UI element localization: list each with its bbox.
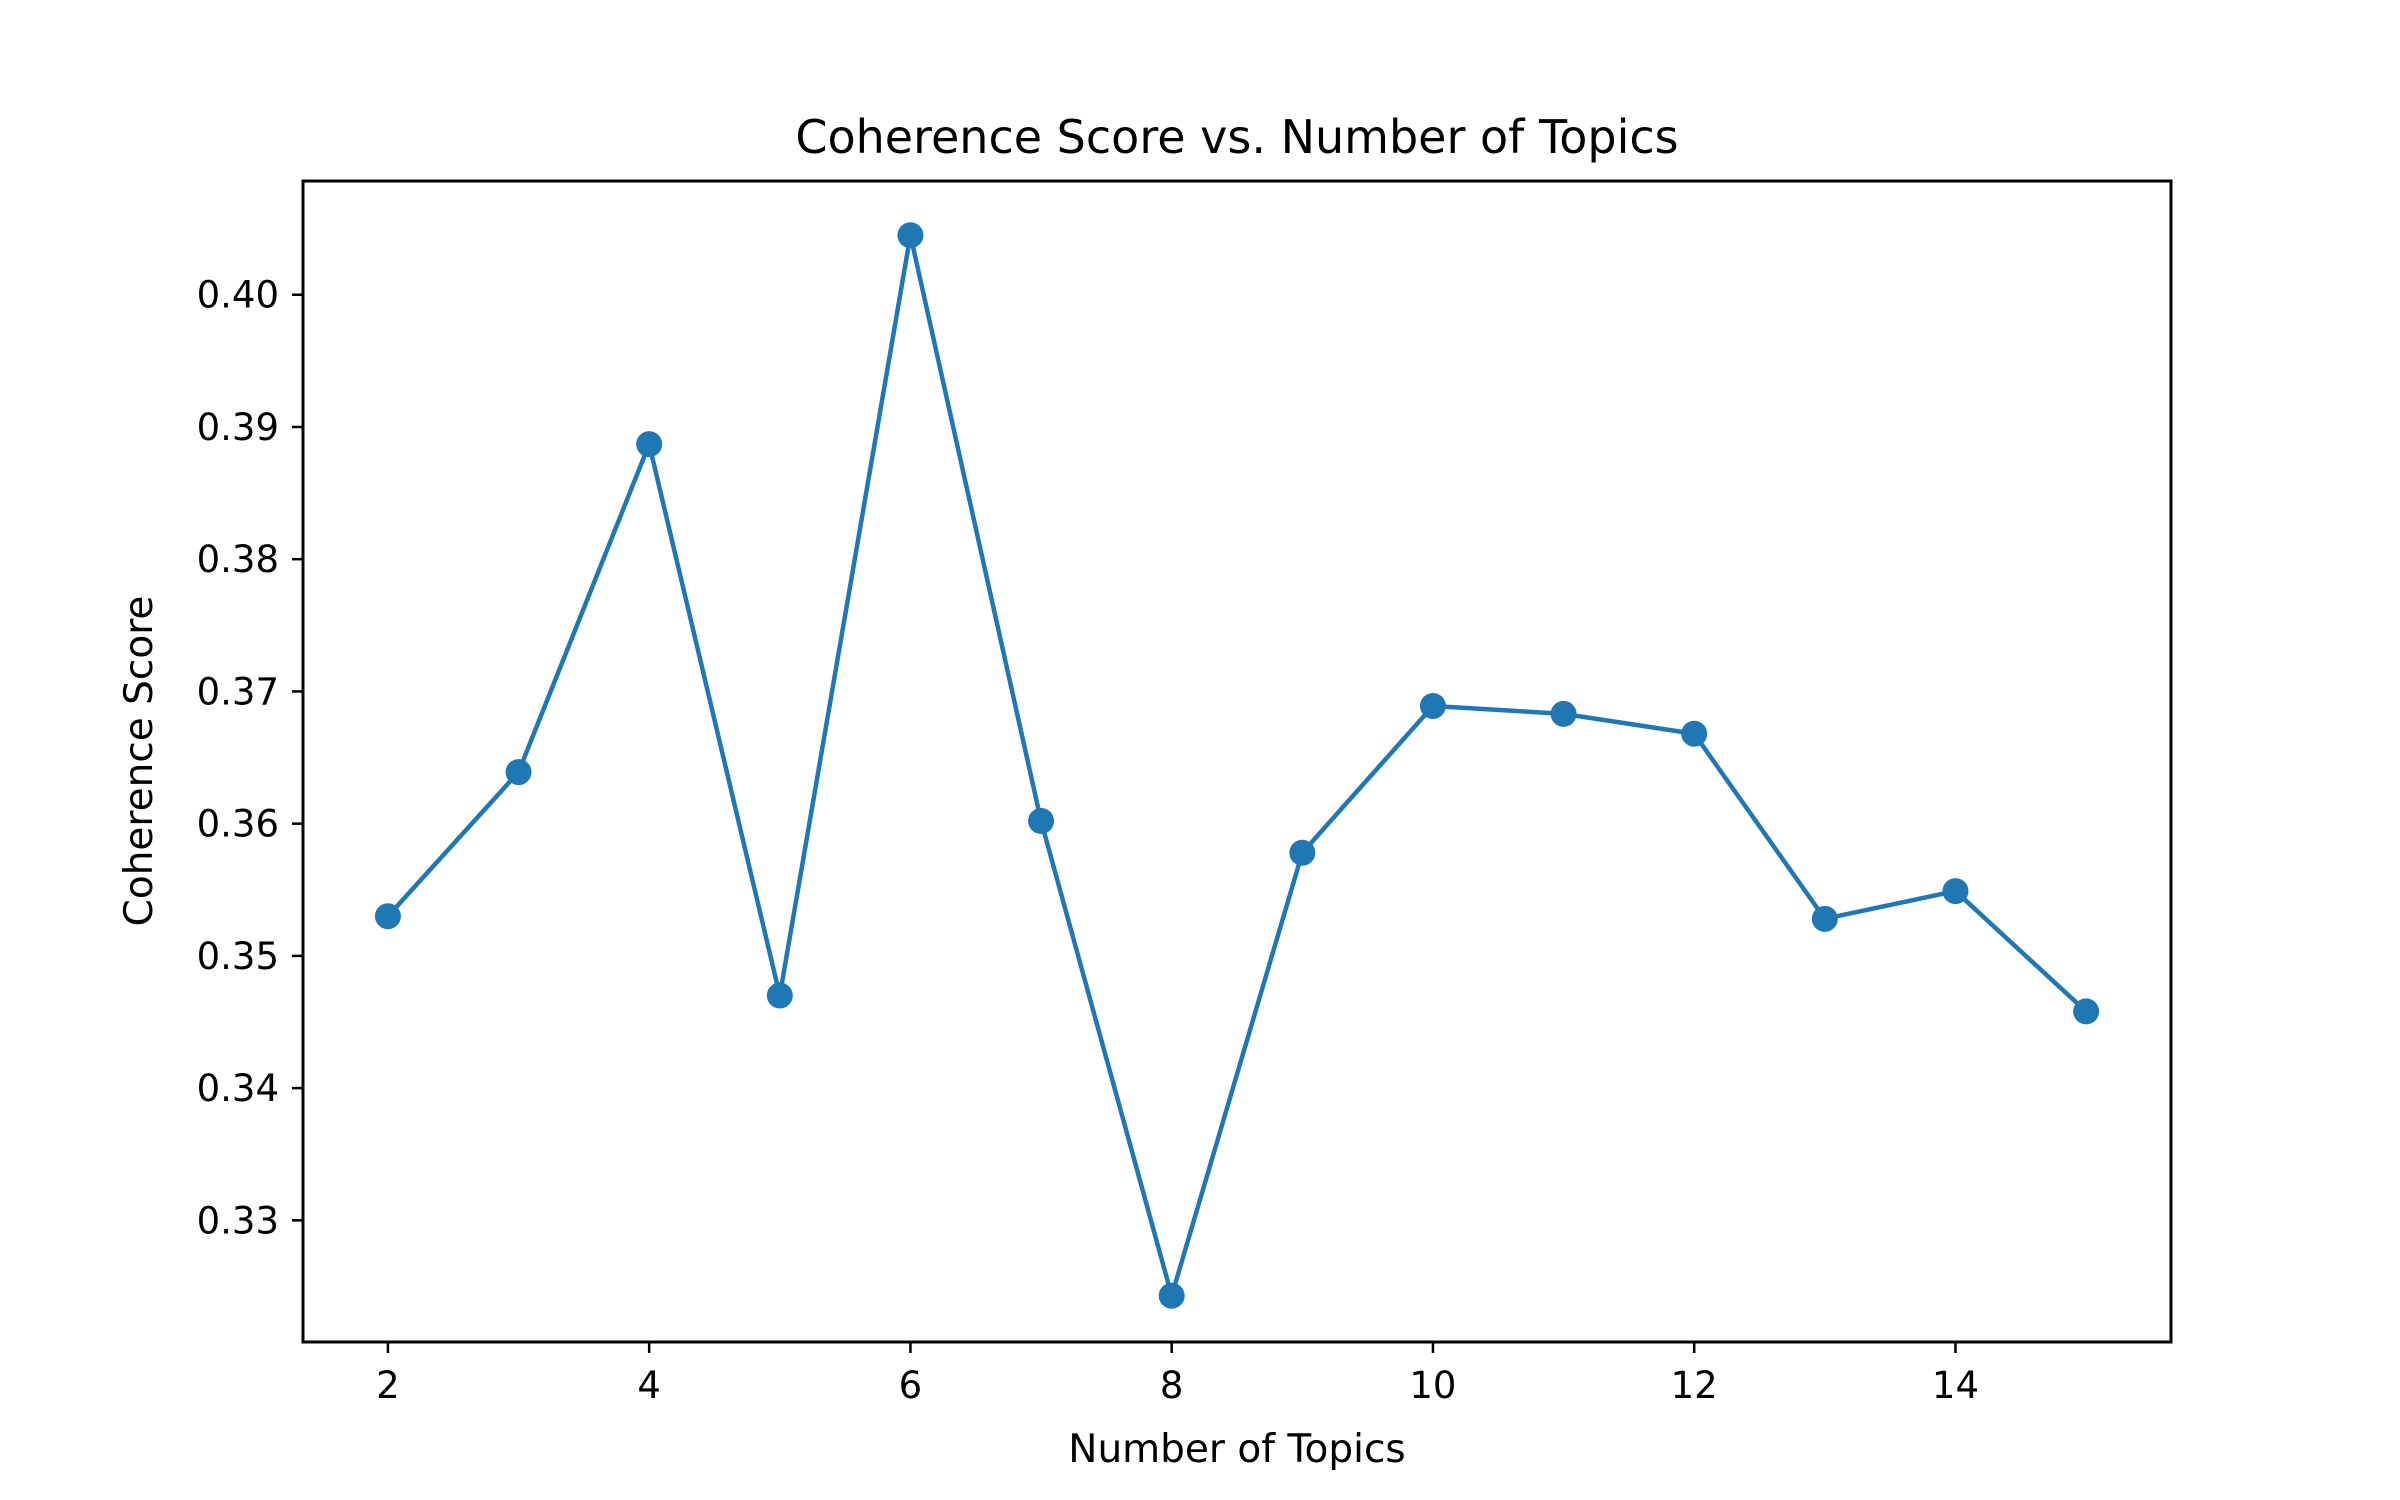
series-layer: [374, 222, 2100, 1309]
data-point: [1550, 700, 1577, 727]
data-point: [1419, 692, 1446, 719]
plot-frame: [301, 179, 2173, 1344]
y-tick-label: 0.38: [197, 538, 279, 581]
data-point: [1942, 878, 1969, 905]
y-tick-label: 0.40: [197, 274, 279, 317]
coherence-score-line: [385, 232, 2089, 1298]
data-point: [1028, 808, 1055, 835]
x-tick-label: 8: [1160, 1364, 1184, 1407]
x-tick-label: 2: [376, 1364, 400, 1407]
data-point: [2073, 998, 2100, 1025]
y-tick-label: 0.39: [197, 406, 279, 449]
data-point: [505, 759, 532, 786]
y-axis-label: Coherence Score: [117, 596, 162, 927]
data-point: [1158, 1282, 1185, 1309]
y-axis: 0.33 0.34 0.35 0.36 0.37 0.38 0.39 0.40: [197, 274, 303, 1242]
data-point: [374, 903, 401, 930]
x-axis-label: Number of Topics: [1068, 1427, 1405, 1472]
y-tick-label: 0.33: [197, 1199, 279, 1242]
chart-title: Coherence Score vs. Number of Topics: [795, 110, 1678, 164]
plot-area: [301, 179, 2173, 1344]
y-tick-label: 0.36: [197, 803, 279, 846]
data-point: [1289, 839, 1316, 866]
y-tick-label: 0.37: [197, 670, 279, 713]
x-tick-label: 6: [899, 1364, 923, 1407]
data-point: [1811, 905, 1838, 932]
data-point: [766, 982, 793, 1009]
x-tick-label: 10: [1409, 1364, 1456, 1407]
x-axis: 2 4 6 8 10 12 14: [376, 1342, 1979, 1407]
data-point: [1681, 720, 1708, 747]
data-point: [636, 431, 663, 458]
y-tick-label: 0.35: [197, 935, 279, 978]
x-tick-label: 12: [1671, 1364, 1718, 1407]
x-tick-label: 4: [637, 1364, 661, 1407]
y-tick-label: 0.34: [197, 1067, 279, 1110]
data-point: [897, 222, 924, 249]
x-tick-label: 14: [1932, 1364, 1979, 1407]
